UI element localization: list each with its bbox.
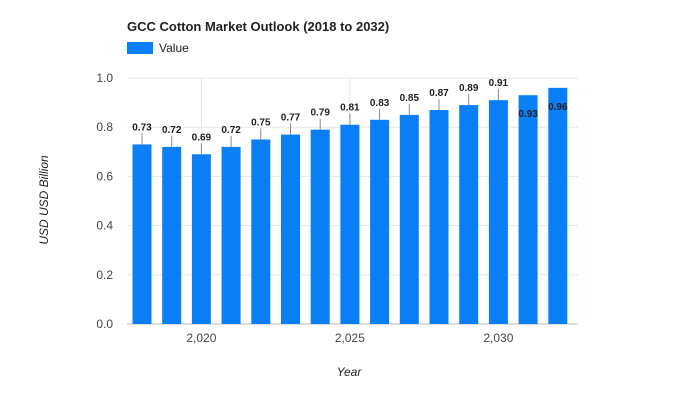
bar xyxy=(459,105,479,324)
x-axis-ticks: 2,020 2,025 2,030 xyxy=(186,331,513,345)
bar xyxy=(370,119,390,324)
y-tick-label: 0.8 xyxy=(96,120,113,134)
bar xyxy=(251,139,271,324)
data-label: 0.72 xyxy=(221,125,241,136)
data-label: 0.83 xyxy=(370,98,390,109)
x-axis-title: Year xyxy=(337,365,363,379)
data-label: 0.73 xyxy=(132,122,152,133)
bar xyxy=(429,109,449,324)
data-labels: 0.73 0.72 0.69 0.72 0.75 0.77 0.79 0.81 0.83 0.85… xyxy=(132,78,568,143)
bar xyxy=(310,129,330,324)
x-tick-label: 2,025 xyxy=(335,331,365,345)
data-label: 0.87 xyxy=(429,88,449,99)
y-axis-title: USD USD Billion xyxy=(37,155,51,245)
bar xyxy=(281,134,300,324)
data-label: 0.79 xyxy=(310,108,330,119)
bar xyxy=(191,154,211,324)
bars xyxy=(132,87,568,325)
bar xyxy=(340,124,360,325)
data-label: 0.93 xyxy=(518,109,538,120)
data-label-leaders xyxy=(141,89,499,155)
data-label: 0.96 xyxy=(548,102,568,113)
x-tick-label: 2,020 xyxy=(186,331,216,345)
legend-swatch xyxy=(127,42,153,54)
data-label: 0.72 xyxy=(162,125,182,136)
bar xyxy=(548,87,568,324)
y-tick-label: 0.4 xyxy=(96,219,113,233)
bar xyxy=(162,146,182,324)
bar xyxy=(488,100,508,324)
chart-title: GCC Cotton Market Outlook (2018 to 2032) xyxy=(127,19,389,34)
data-label: 0.75 xyxy=(251,118,271,129)
bar xyxy=(221,146,241,324)
data-label: 0.91 xyxy=(489,78,509,89)
y-tick-label: 1.0 xyxy=(96,71,113,85)
bar xyxy=(132,144,152,324)
bar xyxy=(399,114,419,325)
legend-label: Value xyxy=(159,41,189,55)
data-label: 0.69 xyxy=(192,132,212,143)
x-tick-label: 2,030 xyxy=(483,331,513,345)
data-label: 0.81 xyxy=(340,103,360,114)
bar xyxy=(518,95,538,324)
data-label: 0.89 xyxy=(459,83,479,94)
y-tick-label: 0.6 xyxy=(96,169,113,183)
y-tick-label: 0.2 xyxy=(96,268,113,282)
data-label: 0.77 xyxy=(281,113,301,124)
data-label: 0.85 xyxy=(400,93,420,104)
y-tick-label: 0.0 xyxy=(96,317,113,331)
y-axis-ticks: 0.0 0.2 0.4 0.6 0.8 1.0 xyxy=(96,71,113,331)
